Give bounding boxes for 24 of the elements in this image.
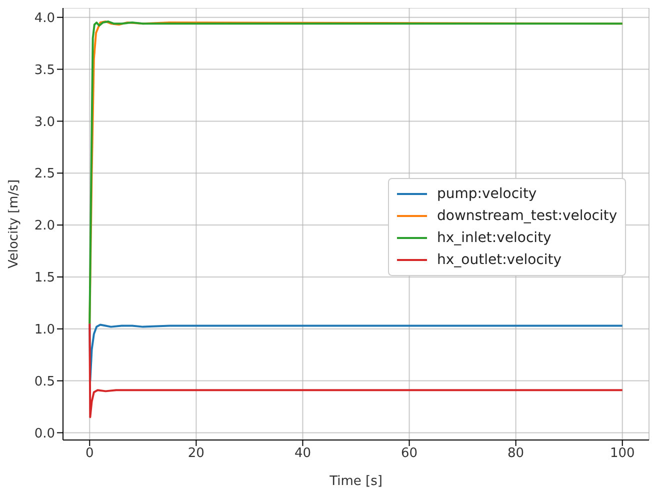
y-tick-label: 1.0 bbox=[34, 322, 55, 338]
y-tick-label: 4.0 bbox=[34, 10, 55, 26]
y-tick-label: 2.5 bbox=[34, 166, 55, 182]
legend-label: hx_inlet:velocity bbox=[437, 230, 552, 246]
line-series bbox=[88, 20, 624, 325]
y-axis-title: Velocity [m/s] bbox=[6, 179, 22, 269]
x-tick-label: 0 bbox=[85, 446, 94, 462]
legend-label: hx_outlet:velocity bbox=[437, 252, 562, 268]
x-tick-label: 80 bbox=[508, 446, 524, 462]
y-tick-label: 0.5 bbox=[34, 374, 55, 390]
legend-label: downstream_test:velocity bbox=[437, 208, 618, 224]
x-tick-label: 20 bbox=[188, 446, 204, 462]
y-tick-label: 1.5 bbox=[34, 270, 55, 286]
line-series bbox=[88, 322, 624, 382]
x-tick-label: 60 bbox=[401, 446, 418, 462]
x-axis-title: Time [s] bbox=[328, 474, 382, 489]
y-tick-label: 3.0 bbox=[34, 114, 55, 130]
y-tick-label: 3.5 bbox=[34, 62, 55, 78]
legend-label: pump:velocity bbox=[437, 186, 537, 202]
x-tick-label: 100 bbox=[610, 446, 635, 462]
line-series bbox=[88, 322, 624, 418]
x-tick-label: 40 bbox=[294, 446, 311, 462]
y-tick-label: 2.0 bbox=[34, 218, 55, 234]
y-tick-label: 0.0 bbox=[34, 426, 55, 442]
